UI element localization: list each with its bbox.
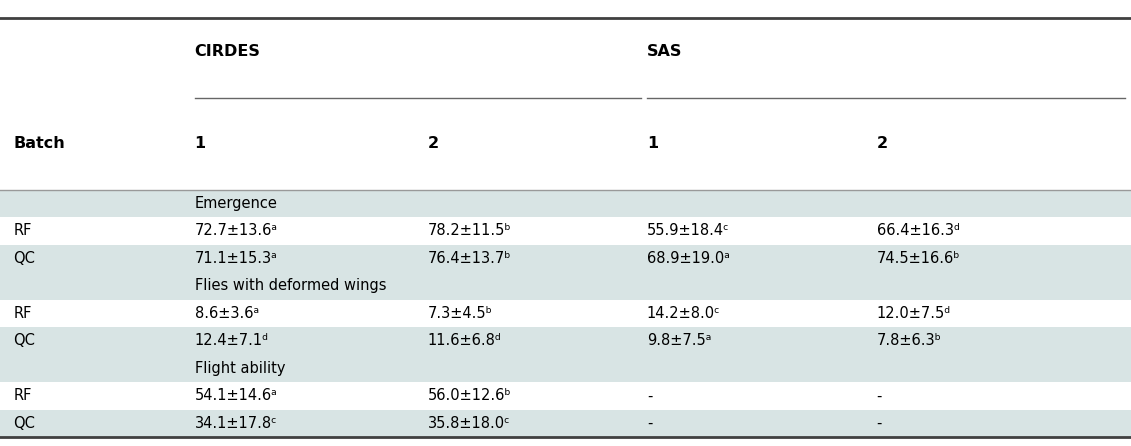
Text: 66.4±16.3ᵈ: 66.4±16.3ᵈ [877, 223, 959, 238]
Bar [0, 272, 1131, 300]
Text: 8.6±3.6ᵃ: 8.6±3.6ᵃ [195, 306, 259, 321]
Bar [0, 217, 1131, 244]
Text: 12.4±7.1ᵈ: 12.4±7.1ᵈ [195, 333, 268, 348]
Text: 34.1±17.8ᶜ: 34.1±17.8ᶜ [195, 416, 277, 431]
Bar [0, 409, 1131, 437]
Text: RF: RF [14, 306, 32, 321]
Bar [0, 18, 1131, 190]
Bar [0, 327, 1131, 355]
Text: Batch: Batch [14, 136, 66, 151]
Text: 72.7±13.6ᵃ: 72.7±13.6ᵃ [195, 223, 277, 238]
Text: -: - [877, 388, 882, 403]
Text: RF: RF [14, 388, 32, 403]
Bar [0, 190, 1131, 217]
Text: 7.8±6.3ᵇ: 7.8±6.3ᵇ [877, 333, 941, 348]
Bar [0, 244, 1131, 272]
Text: 74.5±16.6ᵇ: 74.5±16.6ᵇ [877, 251, 960, 266]
Bar [0, 355, 1131, 382]
Text: 1: 1 [647, 136, 658, 151]
Text: 78.2±11.5ᵇ: 78.2±11.5ᵇ [428, 223, 511, 238]
Text: -: - [877, 416, 882, 431]
Text: QC: QC [14, 416, 35, 431]
Text: Flight ability: Flight ability [195, 361, 285, 376]
Text: -: - [647, 416, 653, 431]
Text: 35.8±18.0ᶜ: 35.8±18.0ᶜ [428, 416, 510, 431]
Text: 7.3±4.5ᵇ: 7.3±4.5ᵇ [428, 306, 492, 321]
Text: Flies with deformed wings: Flies with deformed wings [195, 278, 386, 293]
Text: -: - [647, 388, 653, 403]
Text: 14.2±8.0ᶜ: 14.2±8.0ᶜ [647, 306, 720, 321]
Text: Emergence: Emergence [195, 196, 277, 211]
Text: 11.6±6.8ᵈ: 11.6±6.8ᵈ [428, 333, 501, 348]
Text: 2: 2 [428, 136, 439, 151]
Text: 55.9±18.4ᶜ: 55.9±18.4ᶜ [647, 223, 729, 238]
Text: RF: RF [14, 223, 32, 238]
Text: 9.8±7.5ᵃ: 9.8±7.5ᵃ [647, 333, 711, 348]
Text: SAS: SAS [647, 44, 682, 59]
Text: 71.1±15.3ᵃ: 71.1±15.3ᵃ [195, 251, 277, 266]
Text: QC: QC [14, 333, 35, 348]
Text: 56.0±12.6ᵇ: 56.0±12.6ᵇ [428, 388, 511, 403]
Text: 2: 2 [877, 136, 888, 151]
Text: CIRDES: CIRDES [195, 44, 260, 59]
Text: 68.9±19.0ᵃ: 68.9±19.0ᵃ [647, 251, 729, 266]
Text: 1: 1 [195, 136, 206, 151]
Text: QC: QC [14, 251, 35, 266]
Bar [0, 300, 1131, 327]
Text: 76.4±13.7ᵇ: 76.4±13.7ᵇ [428, 251, 511, 266]
Text: 54.1±14.6ᵃ: 54.1±14.6ᵃ [195, 388, 277, 403]
Text: 12.0±7.5ᵈ: 12.0±7.5ᵈ [877, 306, 951, 321]
Bar [0, 382, 1131, 409]
